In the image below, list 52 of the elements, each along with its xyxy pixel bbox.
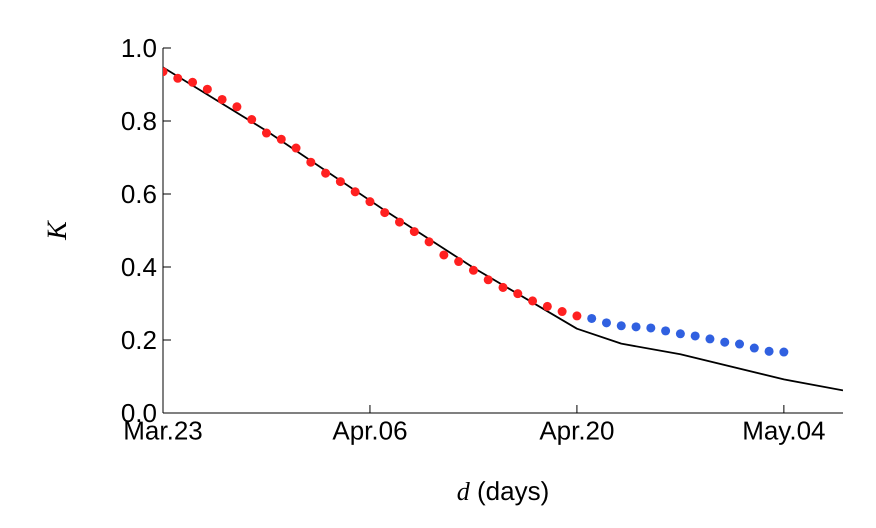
point (735, 340, 744, 349)
y-tick-label: 0.4 (120, 252, 157, 282)
point (690, 331, 700, 340)
point (764, 346, 774, 356)
point (262, 128, 271, 138)
point (661, 326, 670, 336)
x-axis-title: d (days) (456, 476, 550, 506)
x-tick-label: Apr.20 (539, 415, 614, 446)
point (587, 314, 596, 323)
point (720, 338, 730, 347)
y-axis-title: K (42, 220, 73, 241)
point (616, 321, 626, 330)
point (468, 266, 478, 275)
point (173, 74, 182, 83)
point (247, 115, 256, 124)
point (365, 197, 374, 206)
point (498, 282, 508, 292)
point (542, 302, 552, 311)
point (380, 208, 390, 218)
point (513, 289, 522, 298)
point (202, 84, 212, 94)
point (410, 227, 419, 236)
y-tick-label: 1.0 (120, 33, 157, 64)
point (321, 168, 330, 178)
point (276, 134, 286, 144)
point (484, 275, 493, 284)
point (218, 94, 227, 104)
point (306, 158, 316, 167)
point (528, 296, 538, 306)
y-tick-label: 0.2 (120, 325, 157, 356)
y-tick-label: 0.6 (120, 179, 157, 210)
y-tick-label: 0.8 (120, 106, 157, 136)
point (750, 344, 759, 353)
point (350, 187, 360, 196)
x-tick-label: Apr.06 (332, 415, 408, 446)
point (439, 250, 448, 260)
point (336, 177, 345, 186)
point (232, 102, 242, 112)
point (676, 329, 685, 338)
point (646, 323, 656, 332)
point (572, 311, 582, 320)
point (602, 318, 611, 328)
point (395, 218, 404, 227)
point (779, 348, 788, 357)
point (558, 307, 567, 316)
point (454, 257, 464, 266)
point (632, 322, 641, 332)
point (292, 144, 301, 153)
point (188, 78, 198, 87)
point (705, 334, 714, 344)
x-tick-label: May.04 (742, 415, 826, 446)
point (424, 237, 434, 246)
